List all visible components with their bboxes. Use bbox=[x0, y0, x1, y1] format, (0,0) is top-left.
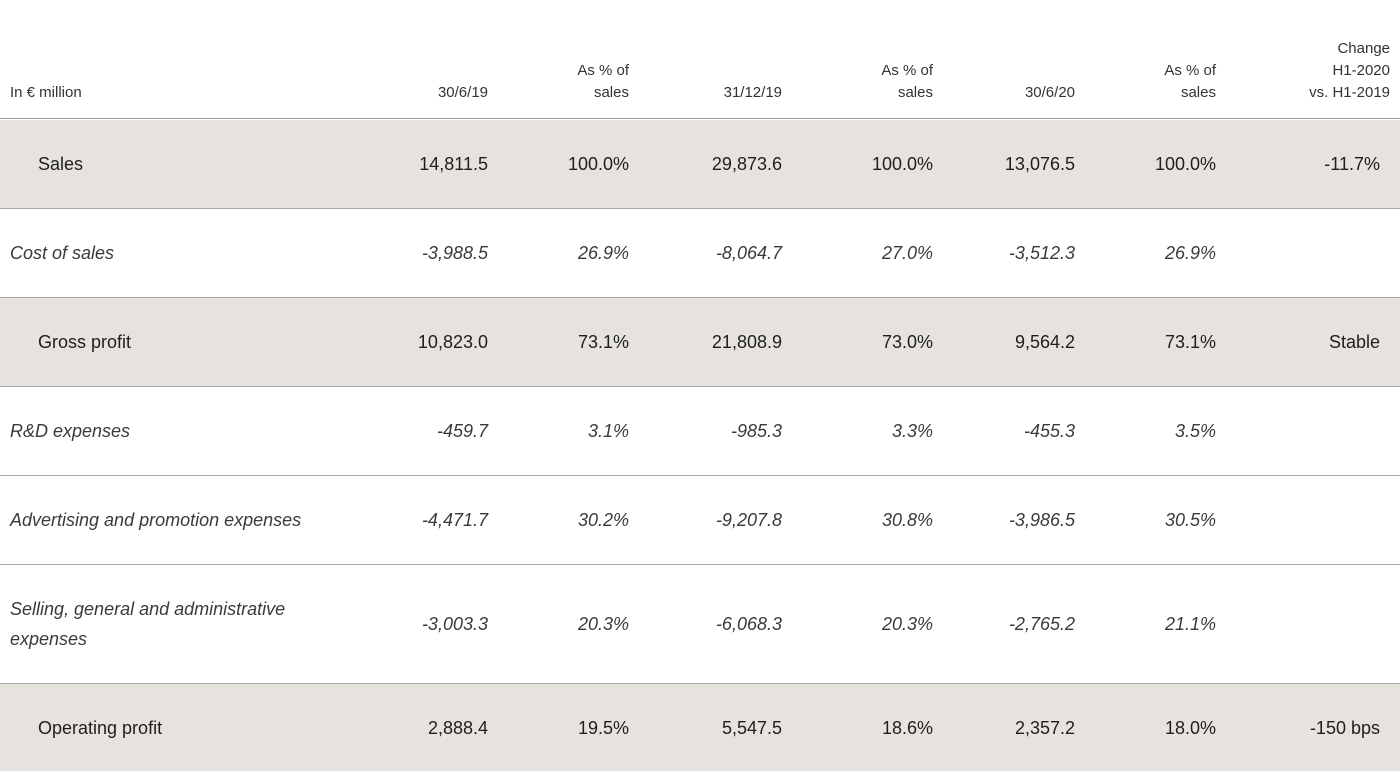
header-change: Change H1-2020 vs. H1-2019 bbox=[1309, 38, 1390, 104]
pct-sales-31-12-19: 18.6% bbox=[881, 717, 933, 738]
header-pct-sales-3: As % of sales bbox=[1164, 60, 1216, 104]
row-cost-of-sales: Cost of sales -3,988.5 26.9% -8,064.7 27… bbox=[0, 209, 1400, 298]
change-value: -150 bps bbox=[1309, 717, 1380, 738]
pct-sales-30-6-19: 20.3% bbox=[577, 614, 629, 634]
row-label: Cost of sales bbox=[10, 243, 115, 263]
pct-sales-30-6-19: 3.1% bbox=[587, 421, 629, 441]
row-sga-expenses: Selling, general and administrative expe… bbox=[0, 565, 1400, 684]
value-31-12-19: -9,207.8 bbox=[715, 510, 782, 530]
row-label: R&D expenses bbox=[10, 421, 131, 441]
header-pct-sales-2-line1: As % of bbox=[881, 62, 933, 79]
pct-sales-31-12-19: 100.0% bbox=[871, 154, 933, 174]
value-30-6-20: 9,564.2 bbox=[1014, 332, 1075, 352]
row-operating-profit: Operating profit 2,888.4 19.5% 5,547.5 1… bbox=[0, 684, 1400, 771]
header-pct-sales-1-line1: As % of bbox=[577, 62, 629, 79]
value-30-6-20: -3,512.3 bbox=[1008, 243, 1075, 263]
header-change-line2: H1-2020 bbox=[1332, 62, 1390, 79]
pct-sales-30-6-20: 3.5% bbox=[1174, 421, 1216, 441]
change-value: Stable bbox=[1328, 332, 1380, 352]
header-30-6-19: 30/6/19 bbox=[437, 84, 488, 101]
value-31-12-19: -6,068.3 bbox=[715, 614, 782, 634]
value-30-6-20: -3,986.5 bbox=[1008, 510, 1075, 530]
row-sales: Sales 14,811.5 100.0% 29,873.6 100.0% 13… bbox=[0, 120, 1400, 209]
row-label: Advertising and promotion expenses bbox=[10, 510, 302, 530]
pct-sales-30-6-20: 21.1% bbox=[1164, 614, 1216, 634]
pct-sales-30-6-20: 26.9% bbox=[1164, 243, 1216, 263]
value-31-12-19: 29,873.6 bbox=[711, 154, 782, 174]
pct-sales-30-6-20: 73.1% bbox=[1164, 332, 1216, 352]
value-30-6-19: 14,811.5 bbox=[419, 154, 488, 174]
pct-sales-31-12-19: 3.3% bbox=[891, 421, 933, 441]
row-advertising-promotion: Advertising and promotion expenses -4,47… bbox=[0, 476, 1400, 565]
pct-sales-30-6-19: 19.5% bbox=[577, 717, 629, 738]
pct-sales-30-6-20: 18.0% bbox=[1164, 717, 1216, 738]
pct-sales-31-12-19: 73.0% bbox=[881, 332, 933, 352]
change-value: -11.7% bbox=[1324, 154, 1380, 174]
row-label: Gross profit bbox=[38, 332, 132, 352]
pct-sales-30-6-19: 26.9% bbox=[577, 243, 629, 263]
header-pct-sales-1: As % of sales bbox=[577, 60, 629, 104]
pct-sales-31-12-19: 20.3% bbox=[881, 614, 933, 634]
value-30-6-19: 10,823.0 bbox=[417, 332, 488, 352]
value-30-6-20: -455.3 bbox=[1023, 421, 1075, 441]
value-30-6-19: -3,988.5 bbox=[421, 243, 488, 263]
value-31-12-19: -985.3 bbox=[730, 421, 782, 441]
row-label: Selling, general and administrative expe… bbox=[10, 599, 286, 649]
value-30-6-20: 13,076.5 bbox=[1004, 154, 1075, 174]
pct-sales-30-6-20: 100.0% bbox=[1154, 154, 1216, 174]
pct-sales-30-6-19: 73.1% bbox=[577, 332, 629, 352]
value-30-6-20: 2,357.2 bbox=[1014, 717, 1075, 738]
value-30-6-20: -2,765.2 bbox=[1008, 614, 1075, 634]
header-change-line3: vs. H1-2019 bbox=[1309, 84, 1390, 101]
pct-sales-30-6-19: 100.0% bbox=[567, 154, 629, 174]
value-30-6-19: -459.7 bbox=[436, 421, 488, 441]
pct-sales-30-6-20: 30.5% bbox=[1164, 510, 1216, 530]
value-31-12-19: 21,808.9 bbox=[711, 332, 782, 352]
value-31-12-19: -8,064.7 bbox=[715, 243, 782, 263]
row-label: Sales bbox=[38, 154, 84, 174]
value-31-12-19: 5,547.5 bbox=[721, 717, 782, 738]
row-rd-expenses: R&D expenses -459.7 3.1% -985.3 3.3% -45… bbox=[0, 387, 1400, 476]
row-label: Operating profit bbox=[38, 717, 163, 738]
header-unit-label: In € million bbox=[10, 84, 82, 101]
value-30-6-19: -3,003.3 bbox=[421, 614, 488, 634]
header-30-6-20: 30/6/20 bbox=[1024, 84, 1075, 101]
header-change-line1: Change bbox=[1337, 40, 1390, 57]
value-30-6-19: -4,471.7 bbox=[421, 510, 488, 530]
pct-sales-30-6-19: 30.2% bbox=[577, 510, 629, 530]
value-30-6-19: 2,888.4 bbox=[427, 717, 488, 738]
table-header: In € million 30/6/19 As % of sales 31/12… bbox=[0, 0, 1400, 119]
pct-sales-31-12-19: 30.8% bbox=[881, 510, 933, 530]
header-pct-sales-2-line2: sales bbox=[897, 84, 933, 101]
row-gross-profit: Gross profit 10,823.0 73.1% 21,808.9 73.… bbox=[0, 298, 1400, 387]
header-31-12-19: 31/12/19 bbox=[723, 84, 782, 101]
pct-sales-31-12-19: 27.0% bbox=[881, 243, 933, 263]
header-pct-sales-1-line2: sales bbox=[593, 84, 629, 101]
header-pct-sales-3-line1: As % of bbox=[1164, 62, 1216, 79]
header-pct-sales-3-line2: sales bbox=[1180, 84, 1216, 101]
header-pct-sales-2: As % of sales bbox=[881, 60, 933, 104]
